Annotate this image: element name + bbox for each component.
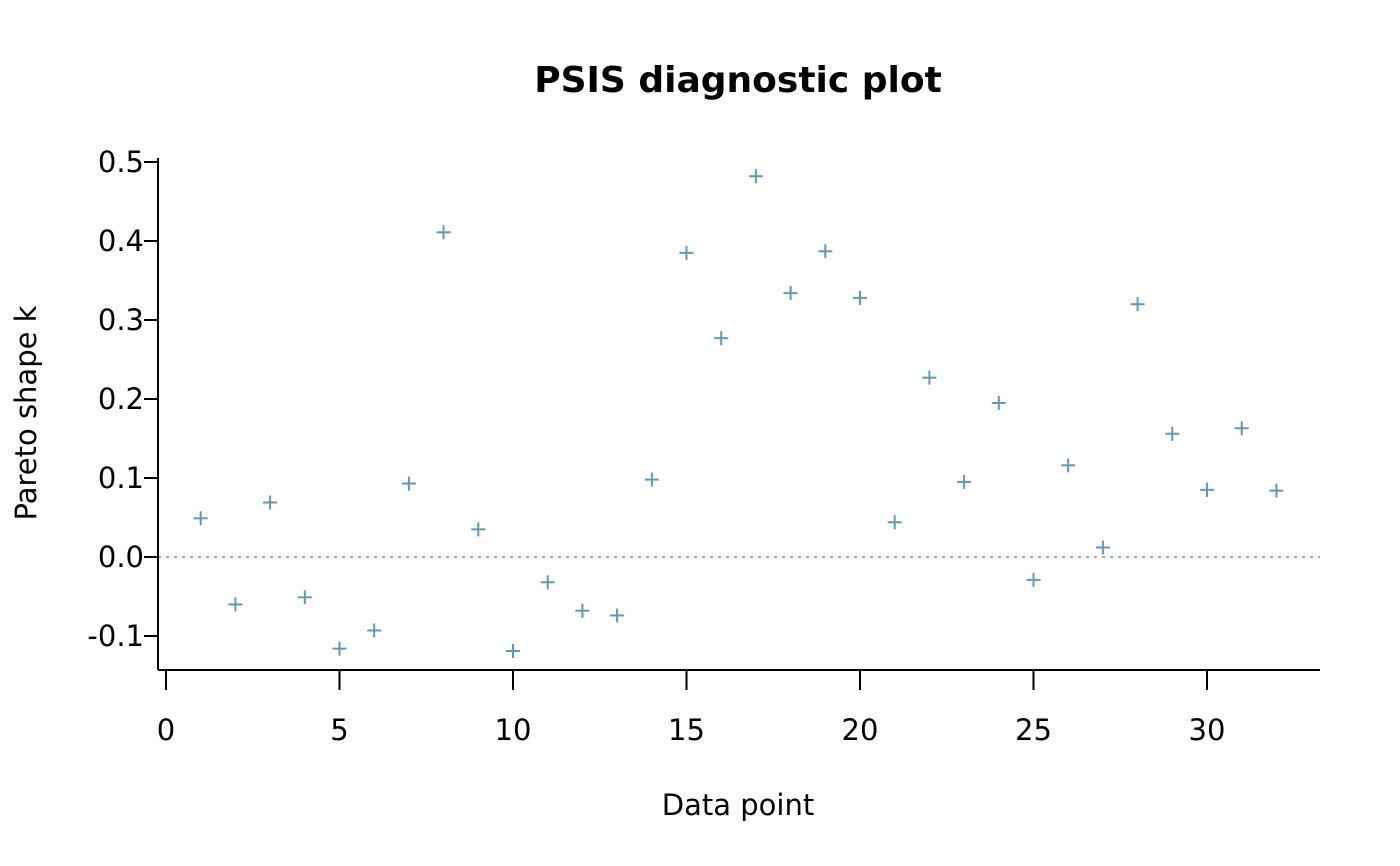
data-point [1095,540,1110,555]
y-tick-label: 0.1 [98,461,144,495]
data-point [887,515,902,530]
data-point [991,395,1006,410]
x-axis-ticks: 0 5 10 15 20 25 30 [157,670,1226,747]
data-point [263,495,278,510]
data-point [367,623,382,638]
data-point [1200,482,1214,497]
x-tick-label: 0 [157,713,175,747]
data-points [193,169,1284,659]
data-point [471,522,486,537]
y-tick-label: 0.0 [98,540,144,574]
data-point [957,474,972,489]
x-tick-label: 5 [330,713,348,747]
y-tick-label: 0.3 [98,303,144,337]
x-tick-label: 25 [1015,713,1052,747]
y-tick-label: 0.4 [98,224,144,258]
data-point [193,511,208,526]
data-point [783,286,798,301]
data-point [714,331,729,346]
data-point [540,575,555,590]
data-point [853,290,867,305]
y-axis-label: Pareto shape k [9,305,43,520]
y-tick-label: 0.2 [98,382,144,416]
data-point [818,244,833,259]
data-point [1269,483,1284,498]
data-point [332,641,347,656]
data-point [1026,572,1041,587]
data-point [1130,297,1145,312]
y-tick-label: -0.1 [87,619,144,653]
plot-area [158,169,1320,659]
data-point [679,245,694,260]
data-point [644,472,659,487]
x-axis-label: Data point [662,788,814,822]
y-axis-ticks: -0.1 0.0 0.1 0.2 0.3 0.4 0.5 [87,145,158,653]
data-point [436,225,451,240]
data-point [922,370,937,385]
data-point [610,608,625,623]
data-point [506,644,520,659]
data-point [297,590,312,605]
data-point [1061,458,1076,473]
data-point [1165,426,1180,441]
data-point [575,603,590,618]
data-point [401,476,416,491]
data-point [748,169,763,184]
x-tick-label: 10 [495,713,532,747]
x-tick-label: 30 [1189,713,1226,747]
chart-title: PSIS diagnostic plot [534,60,942,101]
x-tick-label: 15 [668,713,705,747]
data-point [228,597,243,612]
data-point [1234,421,1249,436]
y-tick-label: 0.5 [98,145,144,179]
x-tick-label: 20 [842,713,879,747]
